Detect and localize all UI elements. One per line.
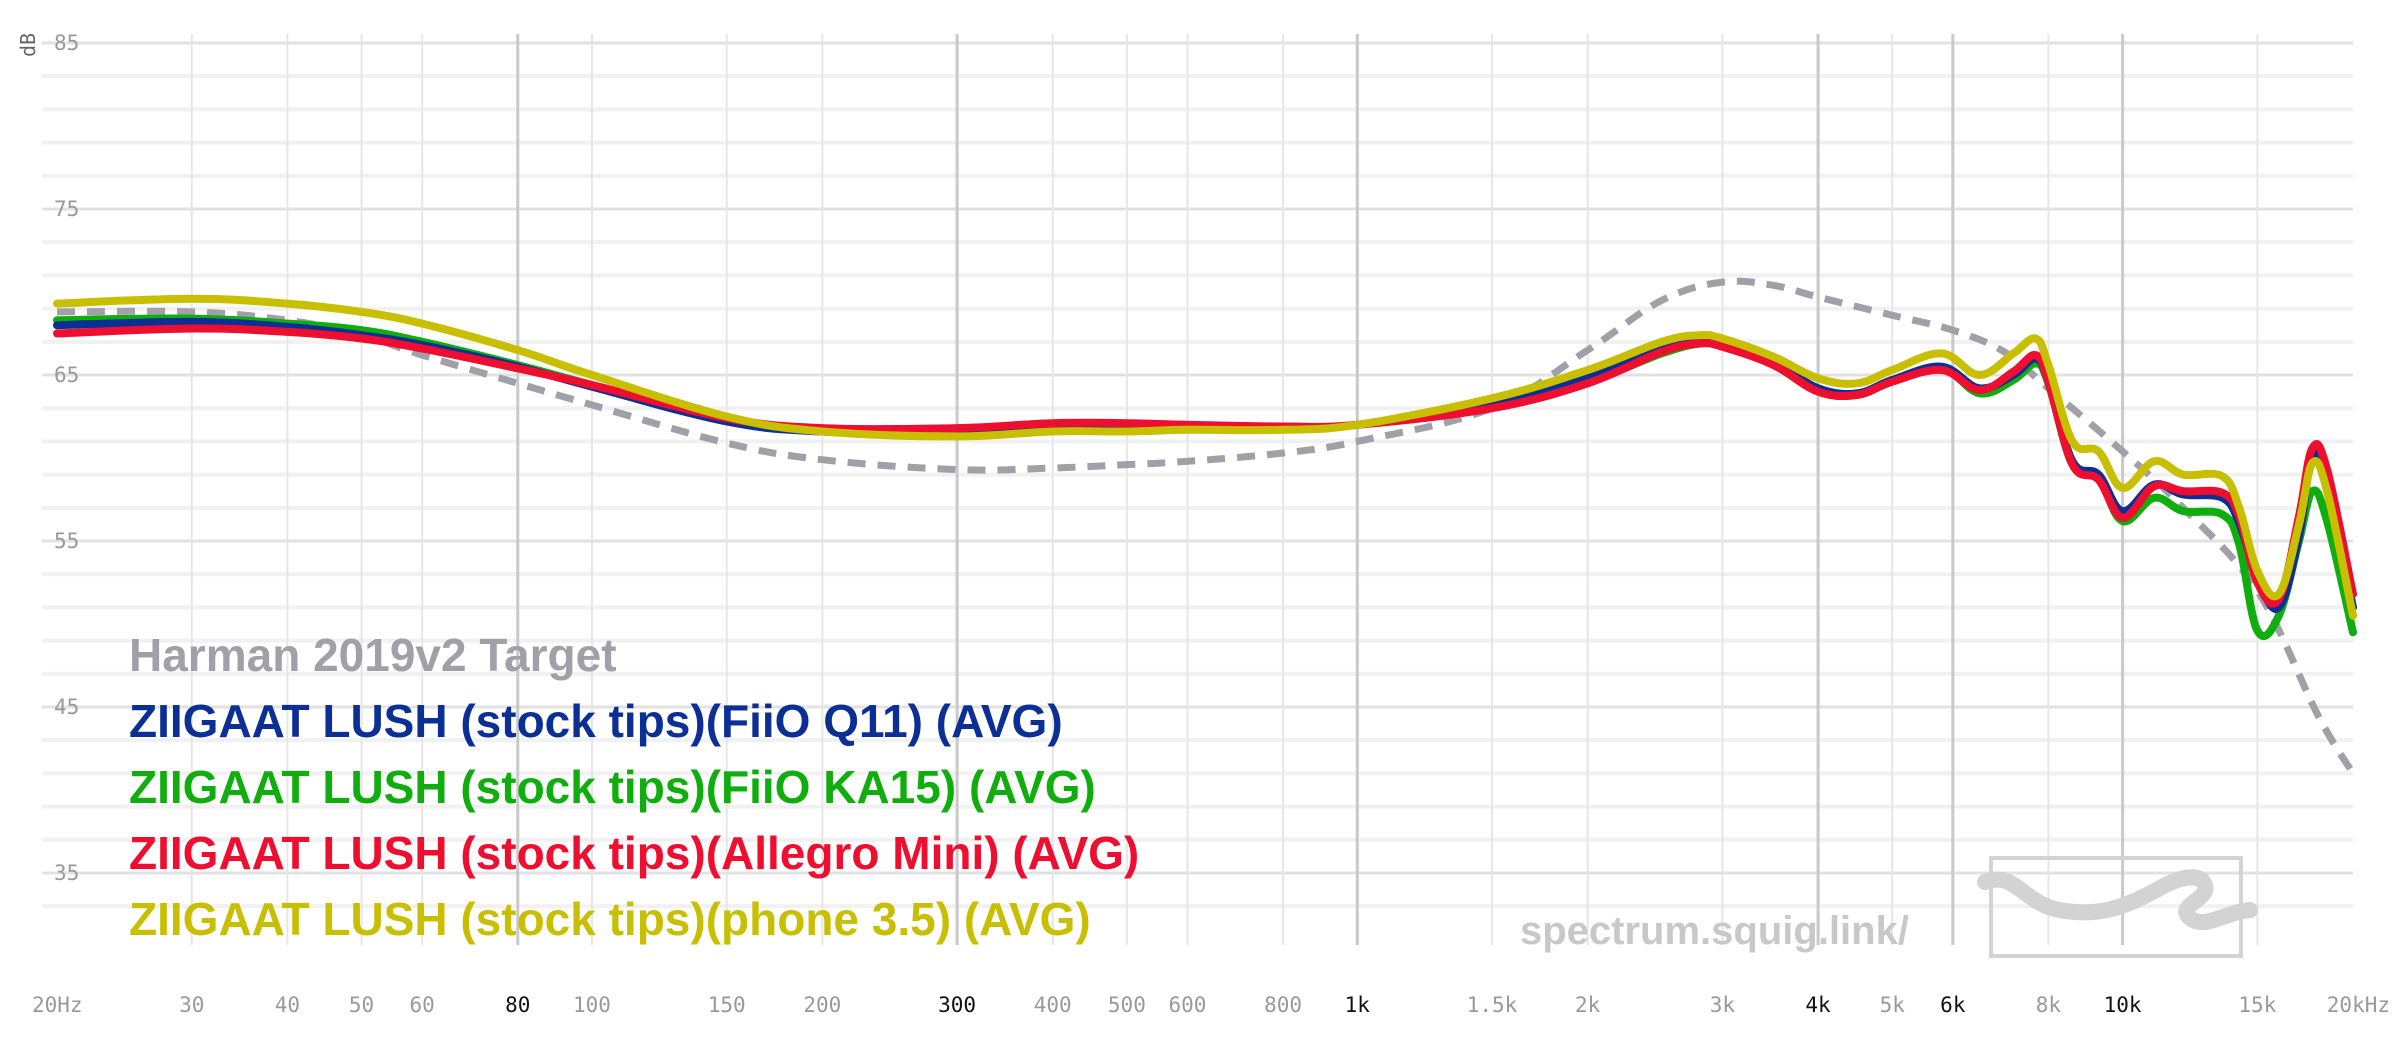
horizontal-gridlines [42,41,2353,909]
watermark: spectrum.squig.link/ [1520,856,2258,958]
x-tick-label: 80 [505,993,530,1017]
y-axis-tick-labels: 85 75 65 55 45 35 [54,31,79,885]
x-tick-label: 1k [1345,993,1371,1017]
x-tick-label: 800 [1264,993,1302,1017]
measurement-curve [53,317,2357,613]
squiglink-logo [1977,856,2258,958]
x-tick-label: 30 [179,993,204,1017]
legend-entry: ZIIGAAT LUSH (stock tips)(phone 3.5) (AV… [129,893,1091,945]
legend-entry: ZIIGAAT LUSH (stock tips)(FiiO KA15) (AV… [129,761,1096,813]
x-tick-label: 100 [573,993,611,1017]
x-tick-label: 6k [1940,993,1966,1017]
y-tick-label: 75 [54,197,79,221]
x-axis-tick-labels: 20Hz 30 40 50 60 80 100 150 200 300 400 500 600 800 1k… [32,993,2390,1017]
measurement-curve [53,324,2357,608]
x-tick-label: 15k [2238,993,2276,1017]
x-tick-label: 3k [1710,993,1736,1017]
legend-entry: Harman 2019v2 Target [129,629,617,681]
target-curve [56,277,2357,776]
legend: Harman 2019v2 Target ZIIGAAT LUSH (stock … [129,629,1139,945]
y-tick-label: 55 [54,529,79,553]
watermark-text: spectrum.squig.link/ [1520,909,1909,953]
vertical-gridlines [190,34,2259,945]
x-tick-label: 4k [1805,993,1831,1017]
y-tick-label: 45 [54,695,79,719]
measurement-curve [53,314,2357,640]
x-tick-label: 500 [1108,993,1146,1017]
x-tick-label: 600 [1169,993,1207,1017]
x-tick-label: 20kHz [2327,993,2390,1017]
legend-entry: ZIIGAAT LUSH (stock tips)(FiiO Q11) (AVG… [129,695,1063,747]
x-tick-label: 60 [410,993,435,1017]
x-tick-label: 50 [349,993,374,1017]
x-tick-label: 20Hz [32,993,83,1017]
x-tick-label: 10k [2104,993,2142,1017]
x-tick-label: 40 [275,993,300,1017]
x-tick-label: 8k [2036,993,2062,1017]
x-tick-label: 200 [803,993,841,1017]
y-tick-label: 85 [54,31,79,55]
x-tick-label: 1.5k [1467,993,1518,1017]
x-tick-label: 2k [1575,993,1601,1017]
y-tick-label: 65 [54,363,79,387]
measurement-curve [53,294,2357,620]
x-tick-label: 150 [708,993,746,1017]
frequency-response-curves [53,277,2357,776]
x-tick-label: 5k [1880,993,1906,1017]
legend-entry: ZIIGAAT LUSH (stock tips)(Allegro Mini) … [129,827,1139,879]
y-axis-label: dB [16,33,40,57]
x-tick-label: 300 [938,993,976,1017]
x-tick-label: 400 [1034,993,1072,1017]
y-tick-label: 35 [54,861,79,885]
